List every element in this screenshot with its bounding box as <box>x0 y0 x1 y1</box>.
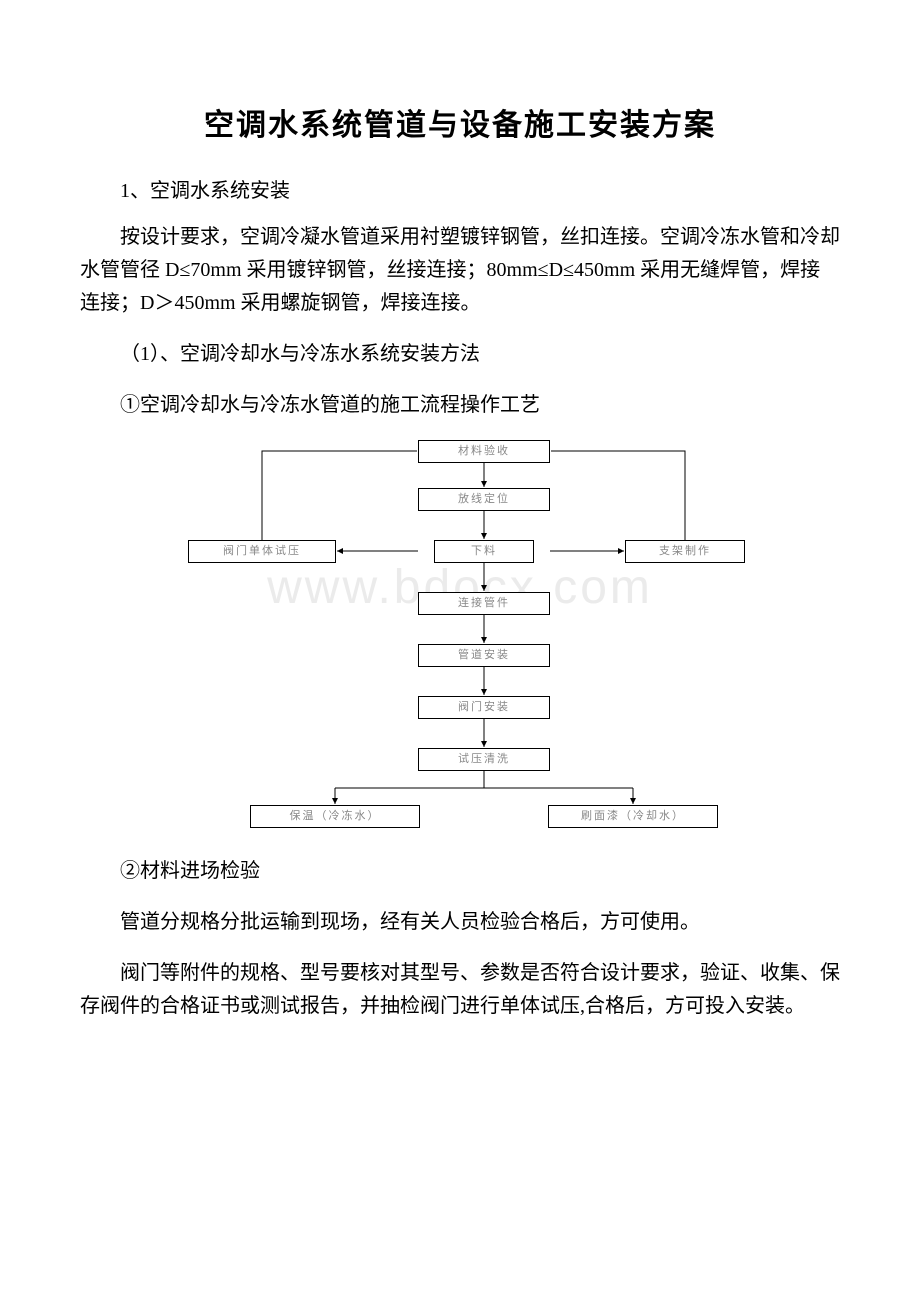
section-heading: 1、空调水系统安装 <box>80 174 840 203</box>
flow-node-n11: 刷面漆（冷却水） <box>548 805 718 828</box>
flow-node-n10: 保温（冷冻水） <box>250 805 420 828</box>
flow-node-n1: 材料验收 <box>418 440 550 463</box>
flow-node-n6: 连接管件 <box>418 592 550 615</box>
paragraph-4: 阀门等附件的规格、型号要核对其型号、参数是否符合设计要求，验证、收集、保存阀件的… <box>80 957 840 1023</box>
subsection-heading: （1）、空调冷却水与冷冻水系统安装方法 <box>80 338 840 371</box>
page-title: 空调水系统管道与设备施工安装方案 <box>80 100 840 144</box>
flow-node-n3: 下料 <box>434 540 534 563</box>
flow-node-n2: 放线定位 <box>418 488 550 511</box>
flow-node-n9: 试压清洗 <box>418 748 550 771</box>
point2-heading: ②材料进场检验 <box>80 855 840 888</box>
flow-node-n4: 阀门单体试压 <box>188 540 336 563</box>
flow-node-n7: 管道安装 <box>418 644 550 667</box>
paragraph-3: 管道分规格分批运输到现场，经有关人员检验合格后，方可使用。 <box>80 906 840 939</box>
point1-heading: ①空调冷却水与冷冻水管道的施工流程操作工艺 <box>80 389 840 422</box>
flow-node-n5: 支架制作 <box>625 540 745 563</box>
process-flowchart: www.bdocx.com 材料验收 放线定位 下料 阀门单体试压 支架制作 连… <box>140 440 780 840</box>
flow-node-n8: 阀门安装 <box>418 696 550 719</box>
intro-paragraph: 按设计要求，空调冷凝水管道采用衬塑镀锌钢管，丝扣连接。空调冷冻水管和冷却水管管径… <box>80 221 840 320</box>
